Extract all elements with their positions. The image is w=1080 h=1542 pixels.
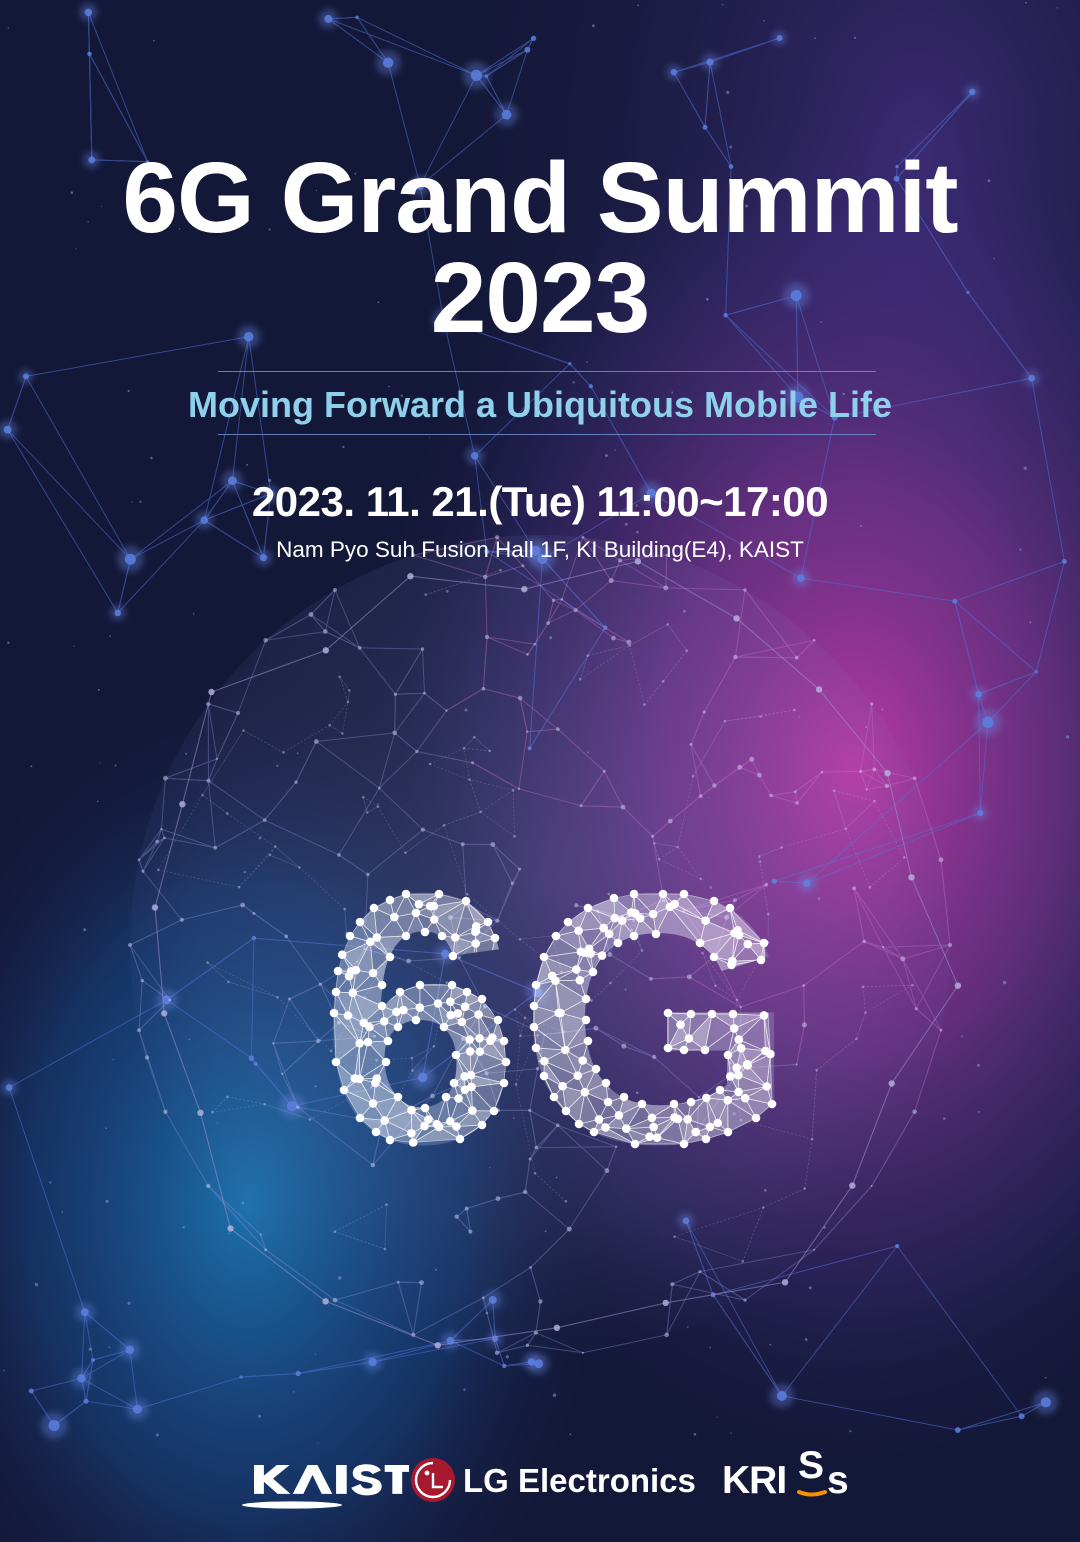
svg-text:KRI: KRI — [722, 1459, 786, 1502]
svg-text:S: S — [798, 1444, 823, 1487]
svg-text:LG Electronics: LG Electronics — [463, 1462, 696, 1499]
svg-text:s: s — [827, 1459, 848, 1502]
